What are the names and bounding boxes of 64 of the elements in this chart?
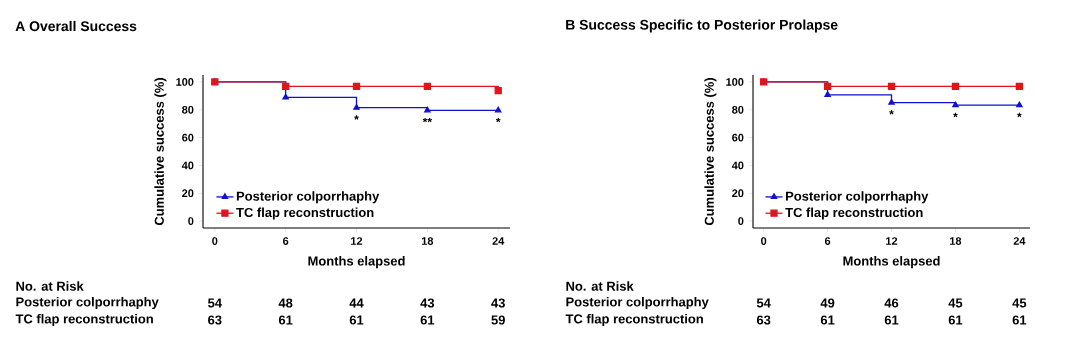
y-axis-title: Cumulative success (%) <box>154 78 167 226</box>
x-tick-label: 12 <box>886 237 898 245</box>
text: No. at Risk <box>566 281 634 291</box>
annotation: * <box>953 112 958 118</box>
y-tick-label: 40 <box>181 161 194 170</box>
text: 61 <box>420 315 435 325</box>
y-tick-label: 100 <box>726 78 744 86</box>
annotation: * <box>1017 112 1022 118</box>
text: 61 <box>349 315 364 325</box>
text: 63 <box>756 315 771 325</box>
text: 54 <box>208 298 222 308</box>
x-axis-title: Months elapsed <box>308 256 405 269</box>
chart-title: B Success Specific to Posterior Prolapse <box>566 19 838 33</box>
legend-label: Posterior colporrhaphy <box>236 191 380 204</box>
text: 44 <box>349 298 364 308</box>
y-tick-label: 80 <box>182 105 194 114</box>
text: Posterior colporrhaphy <box>566 296 709 310</box>
text: 54 <box>756 298 771 308</box>
text: 61 <box>820 315 835 325</box>
x-tick-label: 0 <box>761 237 767 245</box>
text: A Overall Success <box>15 20 137 32</box>
text: 45 <box>1012 298 1027 308</box>
legend-label: Posterior colporrhaphy <box>786 191 929 204</box>
x-axis-title: Months elapsed <box>843 256 940 269</box>
x-tick-label: 18 <box>421 237 434 245</box>
y-tick-label: 60 <box>182 133 194 142</box>
text: Posterior colporrhaphy <box>16 296 159 310</box>
y-tick-label: 80 <box>732 105 744 114</box>
y-tick-label: 40 <box>731 161 744 170</box>
y-axis-title: Cumulative success (%) <box>704 78 717 226</box>
legend-label: TC flap reconstruction <box>236 207 374 220</box>
y-tick-label: 60 <box>732 133 744 142</box>
x-tick-label: 6 <box>824 237 831 245</box>
annotation: * <box>889 110 894 115</box>
y-tick-label: 100 <box>176 78 194 86</box>
text: 61 <box>1012 315 1027 325</box>
text: No. at Risk <box>16 281 84 291</box>
y-tick-label: 0 <box>188 217 194 225</box>
x-tick-label: 0 <box>212 237 218 245</box>
text: 43 <box>491 298 505 308</box>
annotation: ** <box>422 117 432 123</box>
y-tick-label: 20 <box>732 189 744 198</box>
annotation: * <box>495 117 501 123</box>
text: 46 <box>884 298 899 308</box>
text: TC flap reconstruction <box>565 313 703 327</box>
x-tick-label: 12 <box>351 237 363 245</box>
y-tick-label: 0 <box>738 217 744 225</box>
text: 43 <box>420 298 435 308</box>
x-tick-label: 24 <box>492 237 505 245</box>
text: 63 <box>208 315 222 325</box>
text: 61 <box>884 315 899 325</box>
x-tick-label: 18 <box>950 237 962 245</box>
x-tick-label: 24 <box>1013 237 1026 245</box>
text: 61 <box>278 315 293 325</box>
text: 59 <box>491 315 505 325</box>
text: 45 <box>948 298 963 308</box>
x-tick-label: 6 <box>283 237 289 245</box>
y-tick-label: 20 <box>182 189 194 198</box>
text: 48 <box>278 298 293 308</box>
text: TC flap reconstruction <box>15 313 153 327</box>
annotation: * <box>354 115 359 120</box>
text: 49 <box>820 298 835 308</box>
text: 61 <box>948 315 963 325</box>
legend-label: TC flap reconstruction <box>785 207 923 220</box>
